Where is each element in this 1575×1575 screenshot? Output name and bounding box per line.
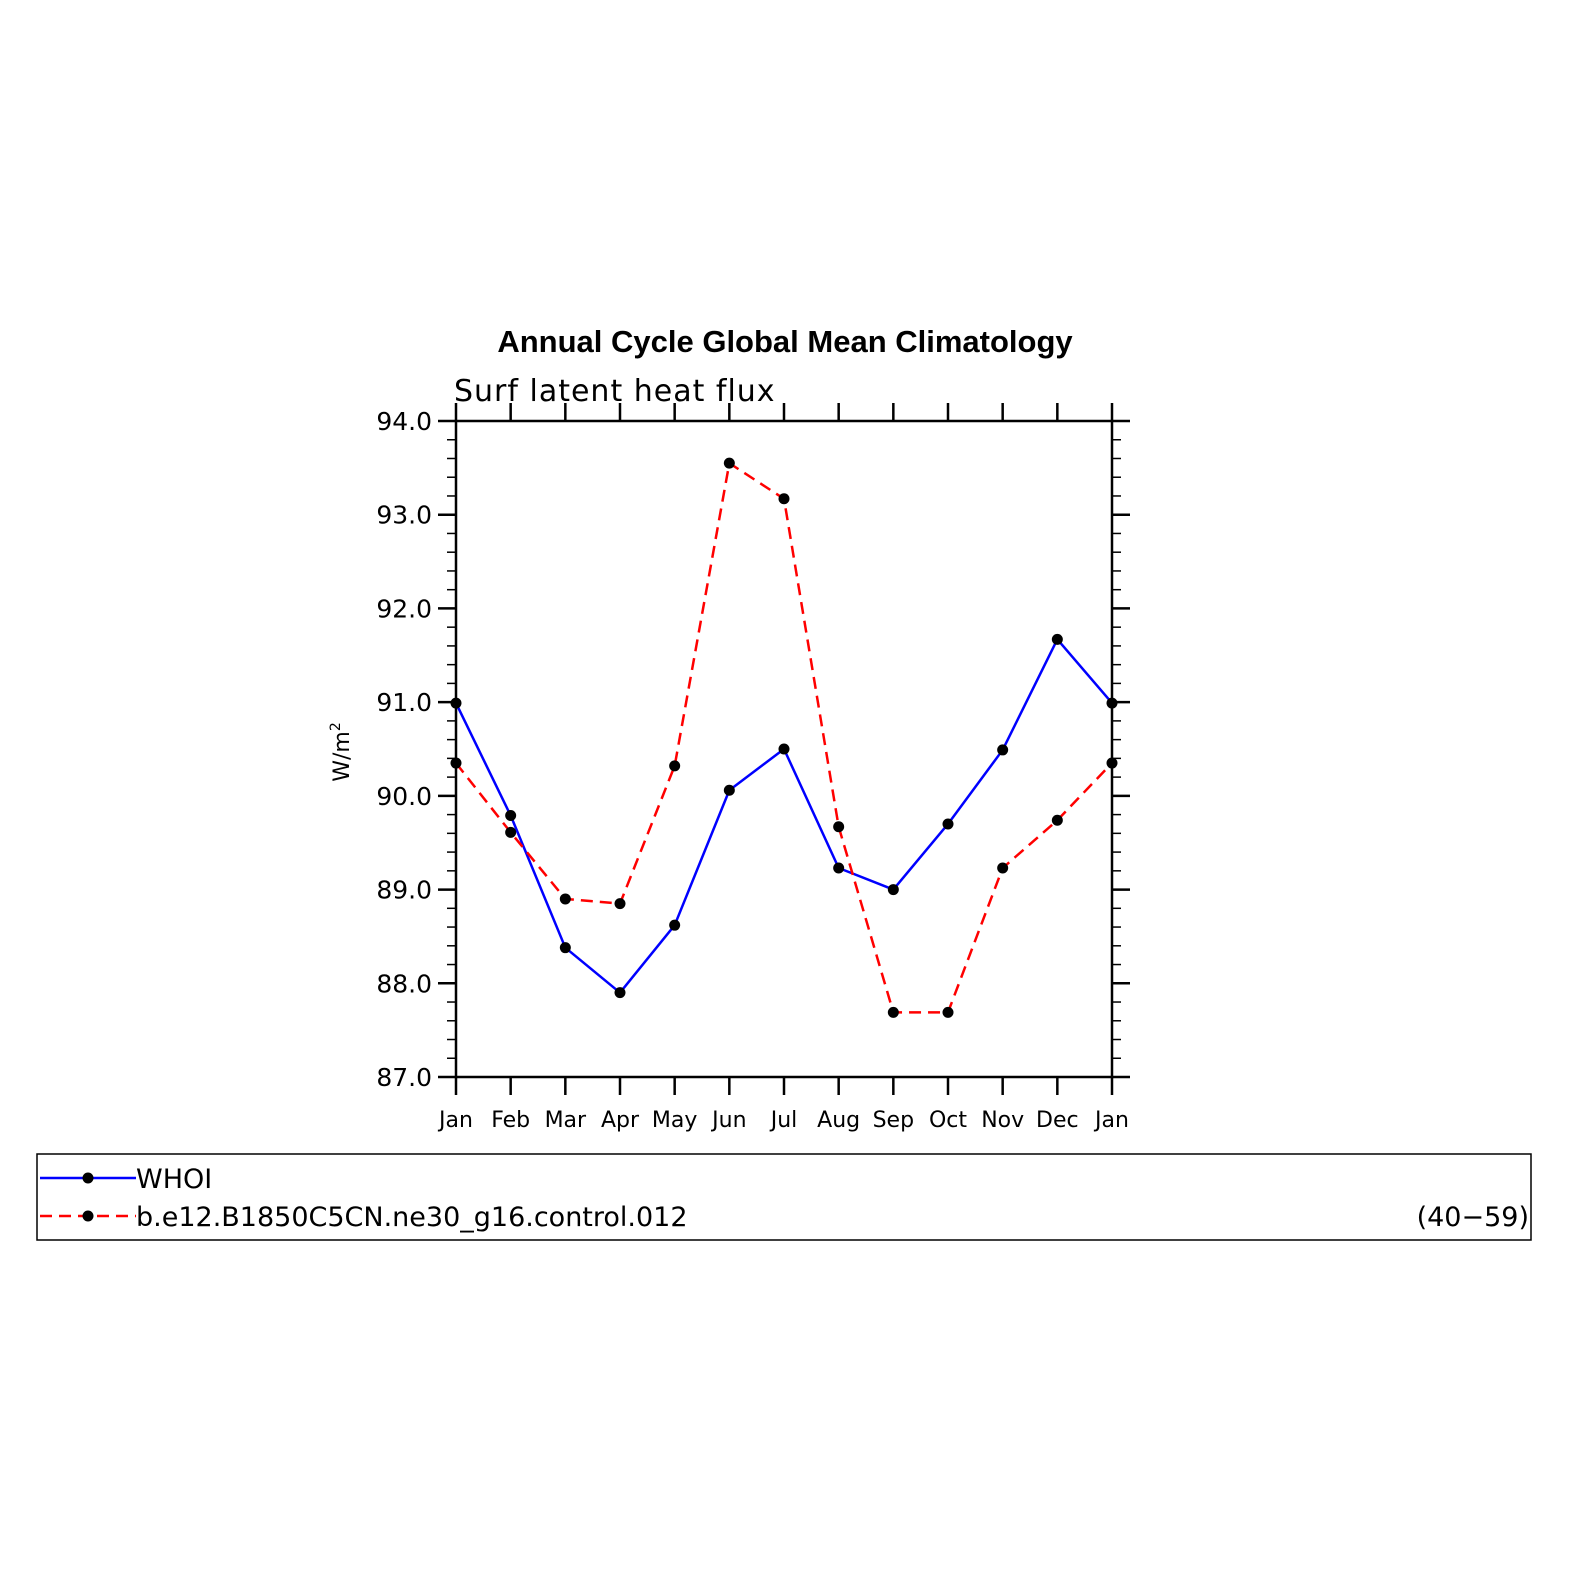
x-tick-label: Sep (873, 1108, 914, 1133)
data-point-1 (723, 784, 735, 796)
x-tick-label: Mar (545, 1108, 587, 1133)
x-tick-label: Aug (817, 1108, 860, 1133)
y-tick-label: 91.0 (376, 688, 432, 717)
legend-label-whoi: WHOI (136, 1164, 212, 1195)
data-marks (450, 457, 1118, 1018)
x-tick-label: Oct (929, 1108, 967, 1133)
data-point-1 (997, 744, 1009, 756)
data-point-1 (559, 942, 571, 954)
legend-marker-model (82, 1210, 94, 1222)
data-point-2 (942, 1006, 954, 1018)
y-tick-label: 89.0 (376, 876, 432, 905)
data-point-2 (833, 821, 845, 833)
x-tick-label: May (652, 1108, 697, 1133)
data-point-1 (833, 862, 845, 874)
x-tick-label: Jan (1093, 1108, 1129, 1133)
data-point-2 (669, 760, 681, 772)
data-point-1 (1106, 697, 1118, 709)
y-tick-label: 90.0 (376, 782, 432, 811)
x-tick-label: Dec (1036, 1108, 1079, 1133)
legend-marker-whoi (82, 1172, 94, 1184)
y-tick-label: 87.0 (376, 1063, 432, 1092)
y-tick-label: 94.0 (376, 407, 432, 436)
data-point-2 (997, 862, 1009, 874)
data-point-1 (669, 919, 681, 931)
y-tick-label: 93.0 (376, 501, 432, 530)
data-point-2 (778, 493, 790, 505)
data-point-2 (1051, 814, 1063, 826)
series-line-2 (455, 461, 1113, 1014)
data-point-1 (887, 884, 899, 896)
chart-title: Annual Cycle Global Mean Climatology (497, 324, 1073, 359)
x-tick-label: Jun (710, 1108, 746, 1133)
data-point-1 (505, 810, 517, 822)
data-point-2 (614, 898, 626, 910)
data-point-2 (559, 893, 571, 905)
y-axis-label: W/m2 (328, 722, 355, 782)
legend-box (36, 1153, 1532, 1241)
y-tick-label: 92.0 (376, 594, 432, 623)
y-axis-label-exponent: 2 (328, 722, 344, 731)
x-tick-label: Feb (491, 1108, 530, 1133)
legend-year-range: (40−59) (1417, 1202, 1529, 1233)
y-axis-label-unit: W/m (330, 731, 355, 782)
data-point-2 (450, 757, 462, 769)
data-point-1 (778, 743, 790, 755)
data-point-1 (614, 987, 626, 999)
data-point-1 (450, 697, 462, 709)
legend-label-model: b.e12.B1850C5CN.ne30_g16.control.012 (136, 1202, 688, 1233)
data-point-2 (887, 1006, 899, 1018)
data-point-2 (1106, 757, 1118, 769)
x-tick-label: Apr (601, 1108, 640, 1133)
x-tick-label: Jan (437, 1108, 473, 1133)
x-tick-label: Nov (981, 1108, 1024, 1133)
series-line-1 (454, 638, 1113, 994)
data-point-1 (1051, 633, 1063, 645)
data-point-2 (723, 457, 735, 469)
x-tick-label: Jul (769, 1108, 798, 1133)
data-point-1 (942, 818, 954, 830)
legend: WHOI b.e12.B1850C5CN.ne30_g16.control.01… (36, 1153, 1532, 1241)
chart-subtitle: Surf latent heat flux (454, 374, 776, 409)
axes: 87.0 88.0 89.0 90.0 91.0 92.0 93.0 94.0 Jan Feb Ma… (376, 403, 1130, 1133)
y-tick-label: 88.0 (376, 969, 432, 998)
data-point-2 (505, 826, 517, 838)
